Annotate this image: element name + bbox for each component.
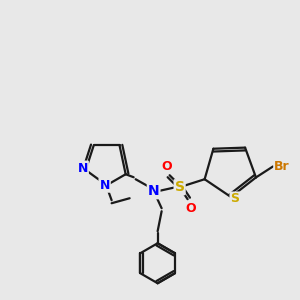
Text: N: N [99,179,110,192]
Text: N: N [148,184,159,198]
Text: O: O [161,160,172,173]
Text: Br: Br [274,160,290,173]
Text: S: S [230,193,239,206]
Text: N: N [77,161,88,175]
Text: S: S [175,180,184,194]
Text: O: O [185,202,196,215]
